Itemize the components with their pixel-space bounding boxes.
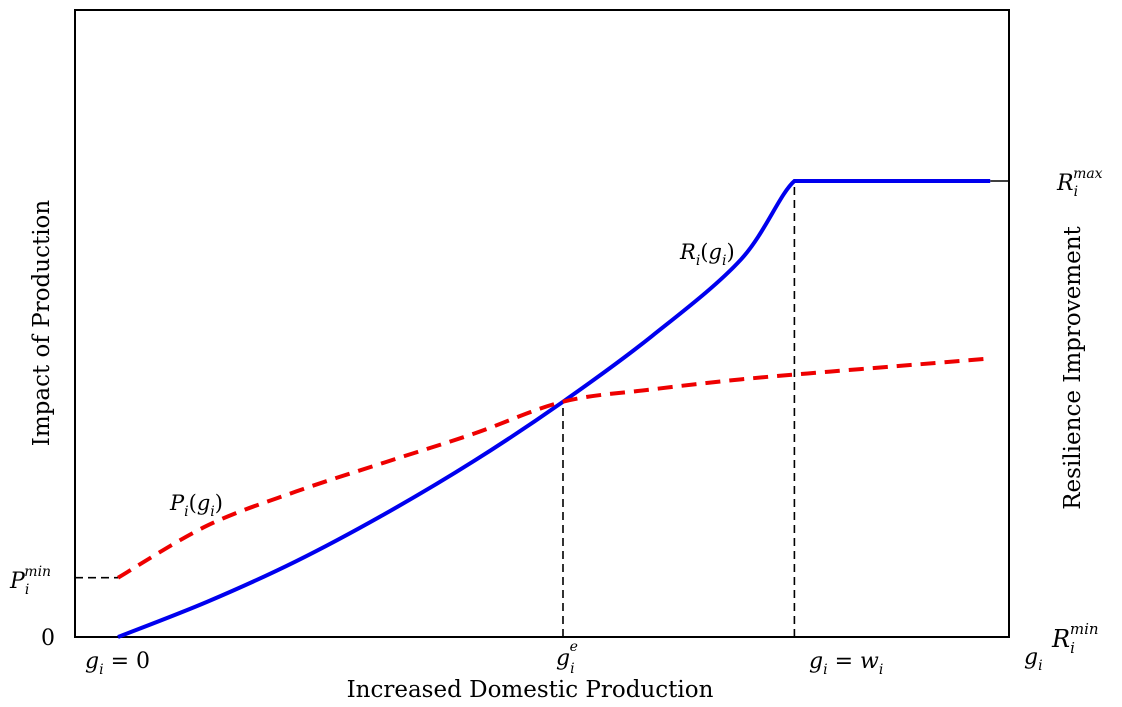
y-axis-title-left: Impact of Production	[29, 200, 55, 447]
x-tick-g-e: gie	[556, 639, 578, 677]
x-axis-title: Increased Domestic Production	[347, 677, 714, 703]
series-line-p	[116, 356, 991, 580]
right-tick-rmax: Rimax	[1056, 166, 1103, 200]
right-tick-rmin: Rimin	[1051, 620, 1099, 657]
x-tick-g: gi	[1024, 645, 1043, 674]
plot-frame	[74, 9, 1010, 638]
left-tick-zero: 0	[41, 626, 55, 651]
x-tick-g-zero: gi = 0	[85, 649, 150, 678]
series-label-p: Pi(gi)	[169, 491, 223, 520]
y-axis-title-right: Resilience Improvement	[1060, 225, 1086, 509]
series-label-r: Ri(gi)	[679, 240, 735, 269]
left-tick-pmin: Pimin	[9, 564, 51, 598]
x-tick-g-w: gi = wi	[809, 649, 883, 678]
series-line-r	[117, 179, 991, 639]
